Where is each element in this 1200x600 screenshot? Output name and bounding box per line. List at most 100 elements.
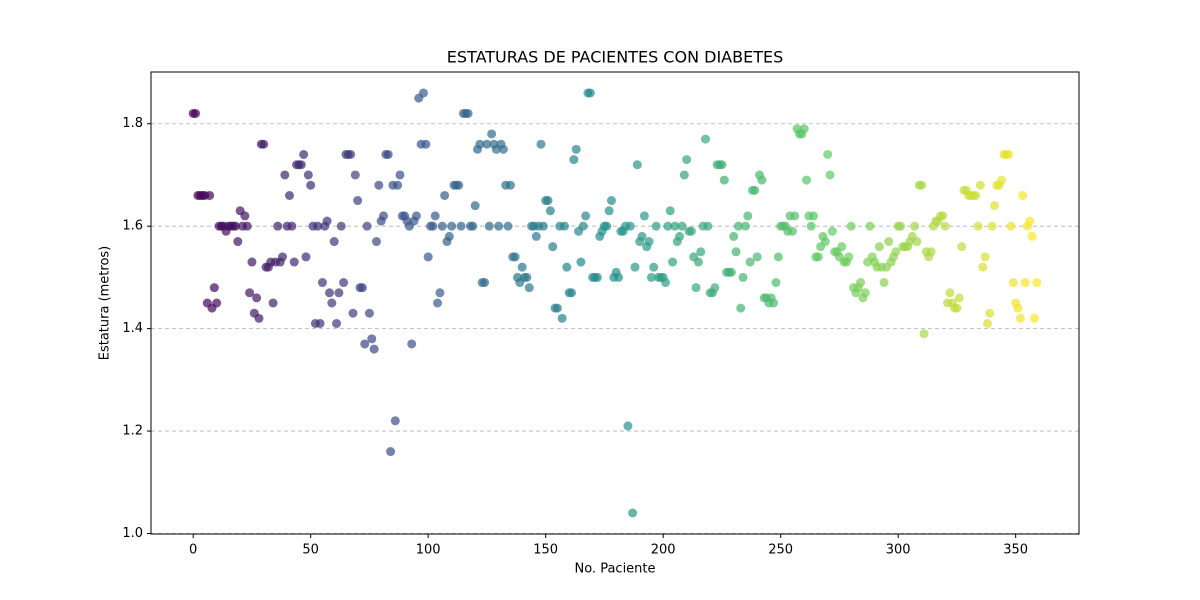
point <box>1032 278 1042 288</box>
point <box>1013 303 1023 313</box>
point <box>371 237 381 247</box>
x-tick-label: 250 <box>768 543 793 558</box>
point <box>703 221 713 231</box>
point <box>212 298 222 308</box>
point <box>456 221 466 231</box>
point <box>576 257 586 267</box>
point <box>364 308 374 318</box>
point <box>336 221 346 231</box>
point <box>668 257 678 267</box>
point <box>952 303 962 313</box>
x-tick-label: 300 <box>886 543 911 558</box>
point <box>498 144 508 154</box>
point <box>559 221 569 231</box>
point <box>524 283 534 293</box>
point <box>1006 221 1016 231</box>
point <box>825 170 835 180</box>
chart-title: ESTATURAS DE PACIENTES CON DIABETES <box>447 48 783 67</box>
point <box>917 180 927 190</box>
point <box>757 175 767 185</box>
point <box>273 221 283 231</box>
point <box>773 252 783 262</box>
point <box>637 231 647 241</box>
point <box>675 231 685 241</box>
point <box>233 237 243 247</box>
point <box>623 421 633 431</box>
point <box>383 149 393 159</box>
point <box>1015 313 1025 323</box>
point <box>245 288 255 298</box>
point <box>745 257 755 267</box>
point <box>411 211 421 221</box>
point <box>209 283 219 293</box>
point <box>357 283 367 293</box>
point <box>679 170 689 180</box>
point <box>428 221 438 231</box>
point <box>407 339 417 349</box>
point <box>421 139 431 149</box>
point <box>644 237 654 247</box>
point <box>475 139 485 149</box>
point <box>494 221 504 231</box>
point <box>1020 278 1030 288</box>
point <box>682 155 692 165</box>
point <box>865 221 875 231</box>
point <box>334 288 344 298</box>
point <box>846 221 856 231</box>
point <box>790 211 800 221</box>
point <box>910 221 920 231</box>
point <box>329 237 339 247</box>
point <box>548 242 558 252</box>
point <box>444 231 454 241</box>
point <box>322 216 332 226</box>
point <box>578 221 588 231</box>
point <box>896 221 906 231</box>
point <box>985 308 995 318</box>
point <box>299 149 309 159</box>
point <box>567 288 577 298</box>
point <box>362 221 372 231</box>
point <box>729 231 739 241</box>
y-tick-label: 1.4 <box>122 321 143 336</box>
point <box>440 190 450 200</box>
point <box>379 211 389 221</box>
point <box>975 180 985 190</box>
point <box>731 247 741 257</box>
point <box>301 252 311 262</box>
point <box>435 288 445 298</box>
point <box>738 272 748 282</box>
point <box>971 190 981 200</box>
point <box>806 221 816 231</box>
point <box>418 88 428 98</box>
point <box>538 221 548 231</box>
point <box>482 139 492 149</box>
point <box>874 242 884 252</box>
point <box>487 129 497 139</box>
point <box>386 447 396 457</box>
point <box>569 155 579 165</box>
point <box>240 211 250 221</box>
point <box>990 201 1000 211</box>
x-tick-label: 200 <box>651 543 676 558</box>
point <box>726 267 736 277</box>
y-tick-label: 1.8 <box>122 116 143 131</box>
point <box>823 149 833 159</box>
point <box>879 278 889 288</box>
point <box>628 508 638 518</box>
x-tick-label: 100 <box>416 543 441 558</box>
point <box>562 262 572 272</box>
point <box>393 180 403 190</box>
point <box>205 190 215 200</box>
point <box>957 242 967 252</box>
point <box>268 298 278 308</box>
point <box>912 237 922 247</box>
point <box>686 226 696 236</box>
point <box>230 221 240 231</box>
point <box>954 293 964 303</box>
point <box>287 221 297 231</box>
point <box>346 149 356 159</box>
point <box>332 318 342 328</box>
point <box>480 278 490 288</box>
point <box>289 257 299 267</box>
